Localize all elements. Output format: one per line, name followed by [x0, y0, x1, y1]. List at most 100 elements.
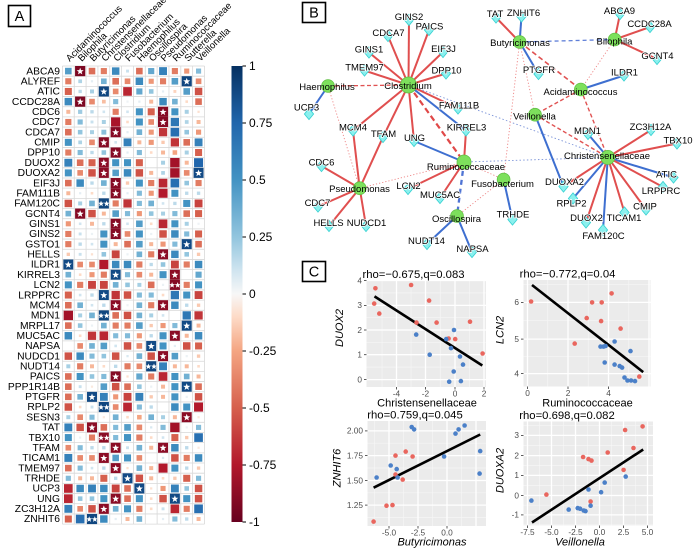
svg-text:Butyricimonas: Butyricimonas — [490, 38, 550, 49]
svg-text:Veillonella: Veillonella — [513, 111, 556, 122]
svg-text:TMEM97: TMEM97 — [18, 463, 60, 474]
svg-text:GCNT4: GCNT4 — [25, 209, 60, 220]
svg-text:Oscillospira: Oscillospira — [432, 214, 482, 225]
svg-text:TICAM1: TICAM1 — [22, 453, 60, 464]
svg-text:PTGFR: PTGFR — [523, 65, 555, 76]
svg-text:2: 2 — [566, 388, 571, 398]
svg-text:-0.5: -0.5 — [249, 401, 270, 415]
svg-text:-2: -2 — [422, 388, 430, 398]
svg-text:rho=−0.772,q=0.04: rho=−0.772,q=0.04 — [520, 269, 616, 281]
svg-text:ABCA9: ABCA9 — [26, 66, 60, 77]
svg-text:ABCA9: ABCA9 — [604, 6, 635, 17]
svg-text:EIF3J: EIF3J — [33, 178, 60, 189]
svg-text:5.0: 5.0 — [642, 527, 654, 537]
svg-text:TFAM: TFAM — [33, 443, 60, 454]
svg-text:0.0: 0.0 — [441, 527, 453, 537]
svg-text:Butyricimonas: Butyricimonas — [397, 537, 467, 548]
svg-text:0: 0 — [357, 374, 362, 384]
svg-text:MUC5AC: MUC5AC — [17, 331, 61, 342]
svg-text:LCN2: LCN2 — [495, 316, 507, 344]
svg-text:ATIC: ATIC — [656, 169, 677, 180]
svg-text:LCN2: LCN2 — [396, 181, 420, 192]
svg-text:DPP10: DPP10 — [27, 148, 60, 159]
svg-text:rho=−0.675,q=0.083: rho=−0.675,q=0.083 — [362, 269, 464, 281]
svg-text:Acidaminococcus: Acidaminococcus — [544, 87, 618, 98]
svg-text:GINS2: GINS2 — [395, 12, 424, 23]
svg-text:GINS1: GINS1 — [29, 219, 60, 230]
svg-text:6: 6 — [514, 297, 519, 307]
svg-text:CDCA7: CDCA7 — [25, 127, 60, 138]
svg-text:ALYREF: ALYREF — [21, 76, 60, 87]
svg-text:-2.5: -2.5 — [568, 527, 583, 537]
svg-text:FAM111B: FAM111B — [439, 100, 479, 111]
svg-text:CDC7: CDC7 — [32, 117, 60, 128]
svg-text:RPLP2: RPLP2 — [27, 402, 60, 413]
svg-text:0: 0 — [453, 388, 458, 398]
svg-text:1.25: 1.25 — [347, 500, 364, 510]
svg-text:MRPL17: MRPL17 — [20, 321, 60, 332]
svg-text:FAM120C: FAM120C — [582, 231, 624, 242]
svg-text:PPP1R14B: PPP1R14B — [8, 382, 60, 393]
svg-text:CMIP: CMIP — [633, 201, 657, 212]
svg-text:-0.25: -0.25 — [249, 344, 277, 358]
svg-text:KIRREL3: KIRREL3 — [447, 122, 487, 133]
svg-text:3: 3 — [514, 430, 519, 440]
svg-text:CMIP: CMIP — [34, 138, 60, 149]
svg-text:A: A — [15, 9, 25, 25]
svg-text:HELLS: HELLS — [27, 250, 60, 261]
svg-text:B: B — [309, 6, 319, 22]
svg-text:2.00: 2.00 — [347, 426, 364, 436]
svg-text:0.25: 0.25 — [249, 230, 273, 244]
svg-text:MCM4: MCM4 — [339, 122, 367, 133]
svg-text:LRPPRC: LRPPRC — [18, 290, 60, 301]
svg-text:4: 4 — [606, 388, 611, 398]
svg-text:-2.5: -2.5 — [411, 527, 426, 537]
svg-text:UNG: UNG — [404, 133, 425, 144]
svg-text:MDN1: MDN1 — [574, 126, 601, 137]
svg-text:ILDR1: ILDR1 — [31, 260, 60, 271]
svg-text:Bilophila: Bilophila — [597, 36, 634, 47]
svg-text:MDN1: MDN1 — [31, 311, 60, 322]
svg-text:NAPSA: NAPSA — [456, 244, 489, 255]
svg-text:NAPSA: NAPSA — [25, 341, 60, 352]
svg-text:-7.5: -7.5 — [520, 527, 535, 537]
svg-text:HELLS: HELLS — [313, 218, 343, 229]
svg-text:GCNT4: GCNT4 — [641, 51, 673, 62]
svg-text:RPLP2: RPLP2 — [556, 198, 586, 209]
svg-text:TBX10: TBX10 — [29, 433, 61, 444]
svg-text:LRPPRC: LRPPRC — [642, 186, 681, 197]
svg-text:TRHDE: TRHDE — [497, 209, 530, 220]
svg-text:rho=0.698,q=0.082: rho=0.698,q=0.082 — [519, 410, 614, 422]
svg-text:ZNHIT6: ZNHIT6 — [507, 8, 540, 19]
svg-text:DUOXA2: DUOXA2 — [545, 177, 584, 188]
svg-text:UCP3: UCP3 — [294, 102, 319, 113]
svg-text:GINS1: GINS1 — [355, 44, 384, 55]
svg-text:1: 1 — [357, 350, 362, 360]
svg-text:DUOXA2: DUOXA2 — [18, 168, 61, 179]
svg-text:CDCA7: CDCA7 — [372, 28, 404, 39]
svg-text:ZC3H12A: ZC3H12A — [630, 122, 672, 133]
svg-text:DUOXA2: DUOXA2 — [495, 448, 507, 493]
svg-text:-5.0: -5.0 — [544, 527, 559, 537]
svg-text:Veillonella: Veillonella — [555, 537, 605, 548]
svg-text:FAM111B: FAM111B — [16, 188, 60, 199]
svg-text:0: 0 — [525, 388, 530, 398]
svg-text:UNG: UNG — [37, 494, 60, 505]
svg-text:TAT: TAT — [487, 9, 504, 20]
svg-text:2.5: 2.5 — [618, 527, 630, 537]
svg-text:DPP10: DPP10 — [431, 65, 461, 76]
svg-text:TRHDE: TRHDE — [25, 473, 61, 484]
svg-text:Pseudomonas: Pseudomonas — [329, 184, 390, 195]
svg-text:2: 2 — [514, 450, 519, 460]
svg-text:PTGFR: PTGFR — [25, 392, 60, 403]
svg-text:ILDR1: ILDR1 — [611, 67, 638, 78]
svg-text:CDC7: CDC7 — [305, 198, 331, 209]
svg-text:4: 4 — [514, 368, 519, 378]
svg-text:Fusobacterium: Fusobacterium — [471, 179, 534, 190]
svg-text:GSTO1: GSTO1 — [25, 239, 60, 250]
svg-text:1: 1 — [249, 59, 256, 73]
svg-text:-0.75: -0.75 — [249, 458, 277, 472]
svg-text:0.5: 0.5 — [249, 173, 266, 187]
svg-text:CDC6: CDC6 — [309, 157, 335, 168]
svg-text:0: 0 — [514, 490, 519, 500]
